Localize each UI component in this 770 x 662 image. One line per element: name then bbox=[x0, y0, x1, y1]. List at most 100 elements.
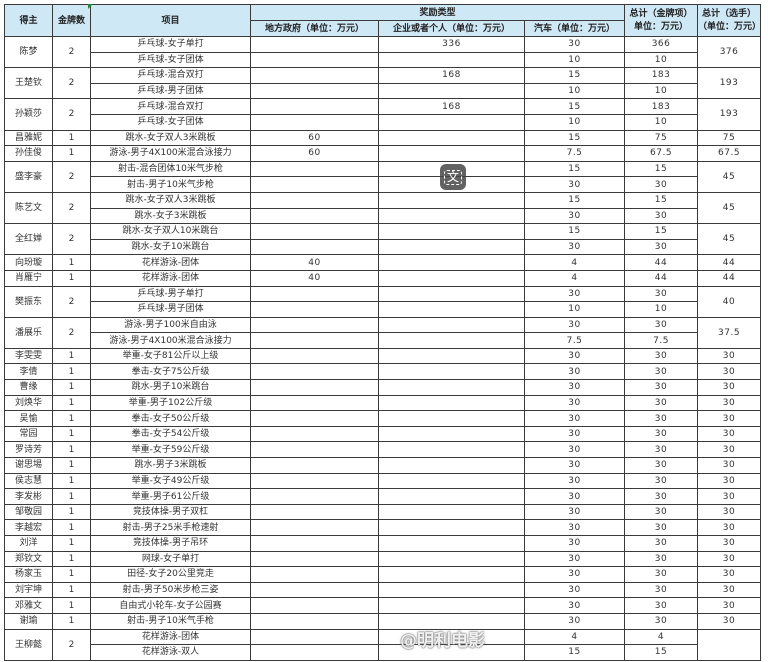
corp-bonus-cell bbox=[378, 145, 525, 162]
corp-bonus-cell bbox=[378, 332, 525, 349]
event-cell: 射击-男子10米气步枪 bbox=[90, 176, 251, 193]
medal-count-cell: 1 bbox=[52, 581, 91, 599]
corp-bonus-cell bbox=[378, 457, 525, 474]
event-cell: 乒乓球-男子单打 bbox=[90, 285, 251, 303]
corp-bonus-cell bbox=[378, 301, 525, 318]
header-total-event: 总计（金牌项） 单位：万元） bbox=[624, 4, 699, 37]
event-cell: 跳水-男子10米跳台 bbox=[90, 379, 251, 396]
event-cell: 花样游泳-双人 bbox=[90, 644, 251, 661]
event-cell: 乒乓球-女子单打 bbox=[90, 36, 251, 53]
translate-icon[interactable]: 文 bbox=[440, 164, 466, 190]
gov-bonus-cell bbox=[250, 51, 379, 69]
car-bonus-cell: 30 bbox=[523, 207, 626, 225]
gov-bonus-cell: 40 bbox=[250, 254, 379, 271]
medal-count-cell: 1 bbox=[52, 457, 91, 474]
player-total-cell: 40 bbox=[697, 285, 762, 318]
event-total-cell: 30 bbox=[624, 472, 699, 490]
car-bonus-cell: 15 bbox=[523, 191, 626, 209]
header-gov: 地方政府（单位：万元） bbox=[250, 20, 379, 37]
player-total-cell: 45 bbox=[697, 191, 762, 225]
event-total-cell: 30 bbox=[624, 347, 699, 365]
player-total-cell: 30 bbox=[697, 425, 762, 443]
event-cell: 竞技体操-男子吊环 bbox=[90, 535, 251, 552]
gov-bonus-cell bbox=[250, 160, 379, 178]
event-total-cell: 10 bbox=[624, 113, 699, 131]
event-total-cell: 30 bbox=[624, 176, 699, 193]
corp-bonus-cell bbox=[378, 269, 525, 287]
event-cell: 跳水-男子3米跳板 bbox=[90, 457, 251, 474]
medal-count-cell: 1 bbox=[52, 145, 91, 162]
event-total-cell: 30 bbox=[624, 519, 699, 536]
player-total-cell: 44 bbox=[697, 254, 762, 271]
event-total-cell: 30 bbox=[624, 597, 699, 614]
corp-bonus-cell: 168 bbox=[378, 67, 525, 84]
car-bonus-cell: 4 bbox=[523, 628, 626, 646]
player-total-cell: 30 bbox=[697, 441, 762, 459]
car-bonus-cell: 30 bbox=[523, 503, 626, 521]
gov-bonus-cell bbox=[250, 394, 379, 412]
header-medals: 金牌数 bbox=[52, 4, 91, 37]
car-bonus-cell: 10 bbox=[523, 51, 626, 69]
corp-bonus-cell bbox=[378, 597, 525, 614]
player-total-cell: 75 bbox=[697, 129, 762, 147]
gov-bonus-cell bbox=[250, 472, 379, 490]
table-row: 昌雅妮 1 跳水-女子双人3米跳板 60 15 75 75 bbox=[4, 129, 762, 147]
winner-cell: 侯志慧 bbox=[4, 472, 53, 490]
winner-cell: 杨家玉 bbox=[4, 566, 53, 583]
car-bonus-cell: 10 bbox=[523, 82, 626, 100]
event-cell: 举重-女子81公斤以上级 bbox=[90, 347, 251, 365]
corp-bonus-cell bbox=[378, 129, 525, 147]
event-total-cell: 15 bbox=[624, 191, 699, 209]
player-total-cell: 30 bbox=[697, 347, 762, 365]
table-row: 刘焕华 1 举重-男子102公斤级 30 30 30 bbox=[4, 394, 762, 412]
header-total-player-line2: （单位：万元） bbox=[698, 21, 761, 32]
gov-bonus-cell bbox=[250, 519, 379, 536]
event-cell: 网球-女子单打 bbox=[90, 550, 251, 568]
event-total-cell: 30 bbox=[624, 394, 699, 412]
medal-count-cell: 1 bbox=[52, 363, 91, 381]
player-total-cell: 30 bbox=[697, 394, 762, 412]
event-cell: 乒乓球-女子团体 bbox=[90, 51, 251, 69]
car-bonus-cell: 7.5 bbox=[523, 145, 626, 162]
table-row: 全红婵 2 跳水-女子双人10米跳台 15 15 45 bbox=[4, 223, 762, 256]
table-row: 谢瑜 1 射击-男子10米气手枪 30 30 30 bbox=[4, 612, 762, 630]
table-row: 乒乓球-男子团体 10 10 bbox=[5, 301, 761, 318]
table-row: 邹敬园 1 竞技体操-男子双杠 30 30 30 bbox=[4, 503, 762, 521]
winner-cell: 邓雅文 bbox=[4, 597, 53, 614]
gov-bonus-cell bbox=[250, 425, 379, 443]
player-total-cell: 37.5 bbox=[697, 316, 762, 349]
table-row: 盛李豪 2 射击-混合团体10米气步枪 15 15 45 bbox=[4, 160, 762, 193]
cell-comment-marker bbox=[88, 4, 93, 9]
event-cell: 竞技体操-男子双杠 bbox=[90, 503, 251, 521]
event-total-cell: 67.5 bbox=[624, 145, 699, 162]
medal-count-cell: 1 bbox=[52, 379, 91, 396]
corp-bonus-cell bbox=[378, 535, 525, 552]
car-bonus-cell: 15 bbox=[523, 160, 626, 178]
winner-cell: 全红婵 bbox=[4, 223, 53, 256]
car-bonus-cell: 30 bbox=[523, 316, 626, 334]
player-total-cell: 45 bbox=[697, 223, 762, 256]
gov-bonus-cell: 60 bbox=[250, 145, 379, 162]
event-total-cell: 30 bbox=[624, 581, 699, 599]
table-row: 陈梦 2 乒乓球-女子单打 336 30 366 376 bbox=[4, 35, 762, 69]
table-row: 刘宇坤 1 射击-男子50米步枪三姿 30 30 30 bbox=[4, 581, 762, 599]
medal-count-cell: 2 bbox=[52, 191, 91, 225]
medal-count-cell: 1 bbox=[52, 488, 91, 505]
player-total-cell: 30 bbox=[697, 597, 762, 614]
medal-count-cell: 2 bbox=[52, 67, 91, 100]
gov-bonus-cell bbox=[250, 363, 379, 381]
gov-bonus-cell bbox=[250, 379, 379, 396]
car-bonus-cell: 30 bbox=[523, 457, 626, 474]
event-cell: 射击-男子50米步枪三姿 bbox=[90, 581, 251, 599]
gov-bonus-cell bbox=[250, 628, 379, 646]
car-bonus-cell: 30 bbox=[523, 394, 626, 412]
event-total-cell: 30 bbox=[624, 363, 699, 381]
car-bonus-cell: 30 bbox=[523, 347, 626, 365]
gov-bonus-cell bbox=[250, 581, 379, 599]
gov-bonus-cell bbox=[250, 238, 379, 256]
gov-bonus-cell bbox=[250, 347, 379, 365]
corp-bonus-cell bbox=[378, 254, 525, 271]
event-total-cell: 30 bbox=[624, 238, 699, 256]
translate-glyph: 文 bbox=[443, 169, 462, 185]
medal-count-cell: 2 bbox=[52, 628, 91, 661]
